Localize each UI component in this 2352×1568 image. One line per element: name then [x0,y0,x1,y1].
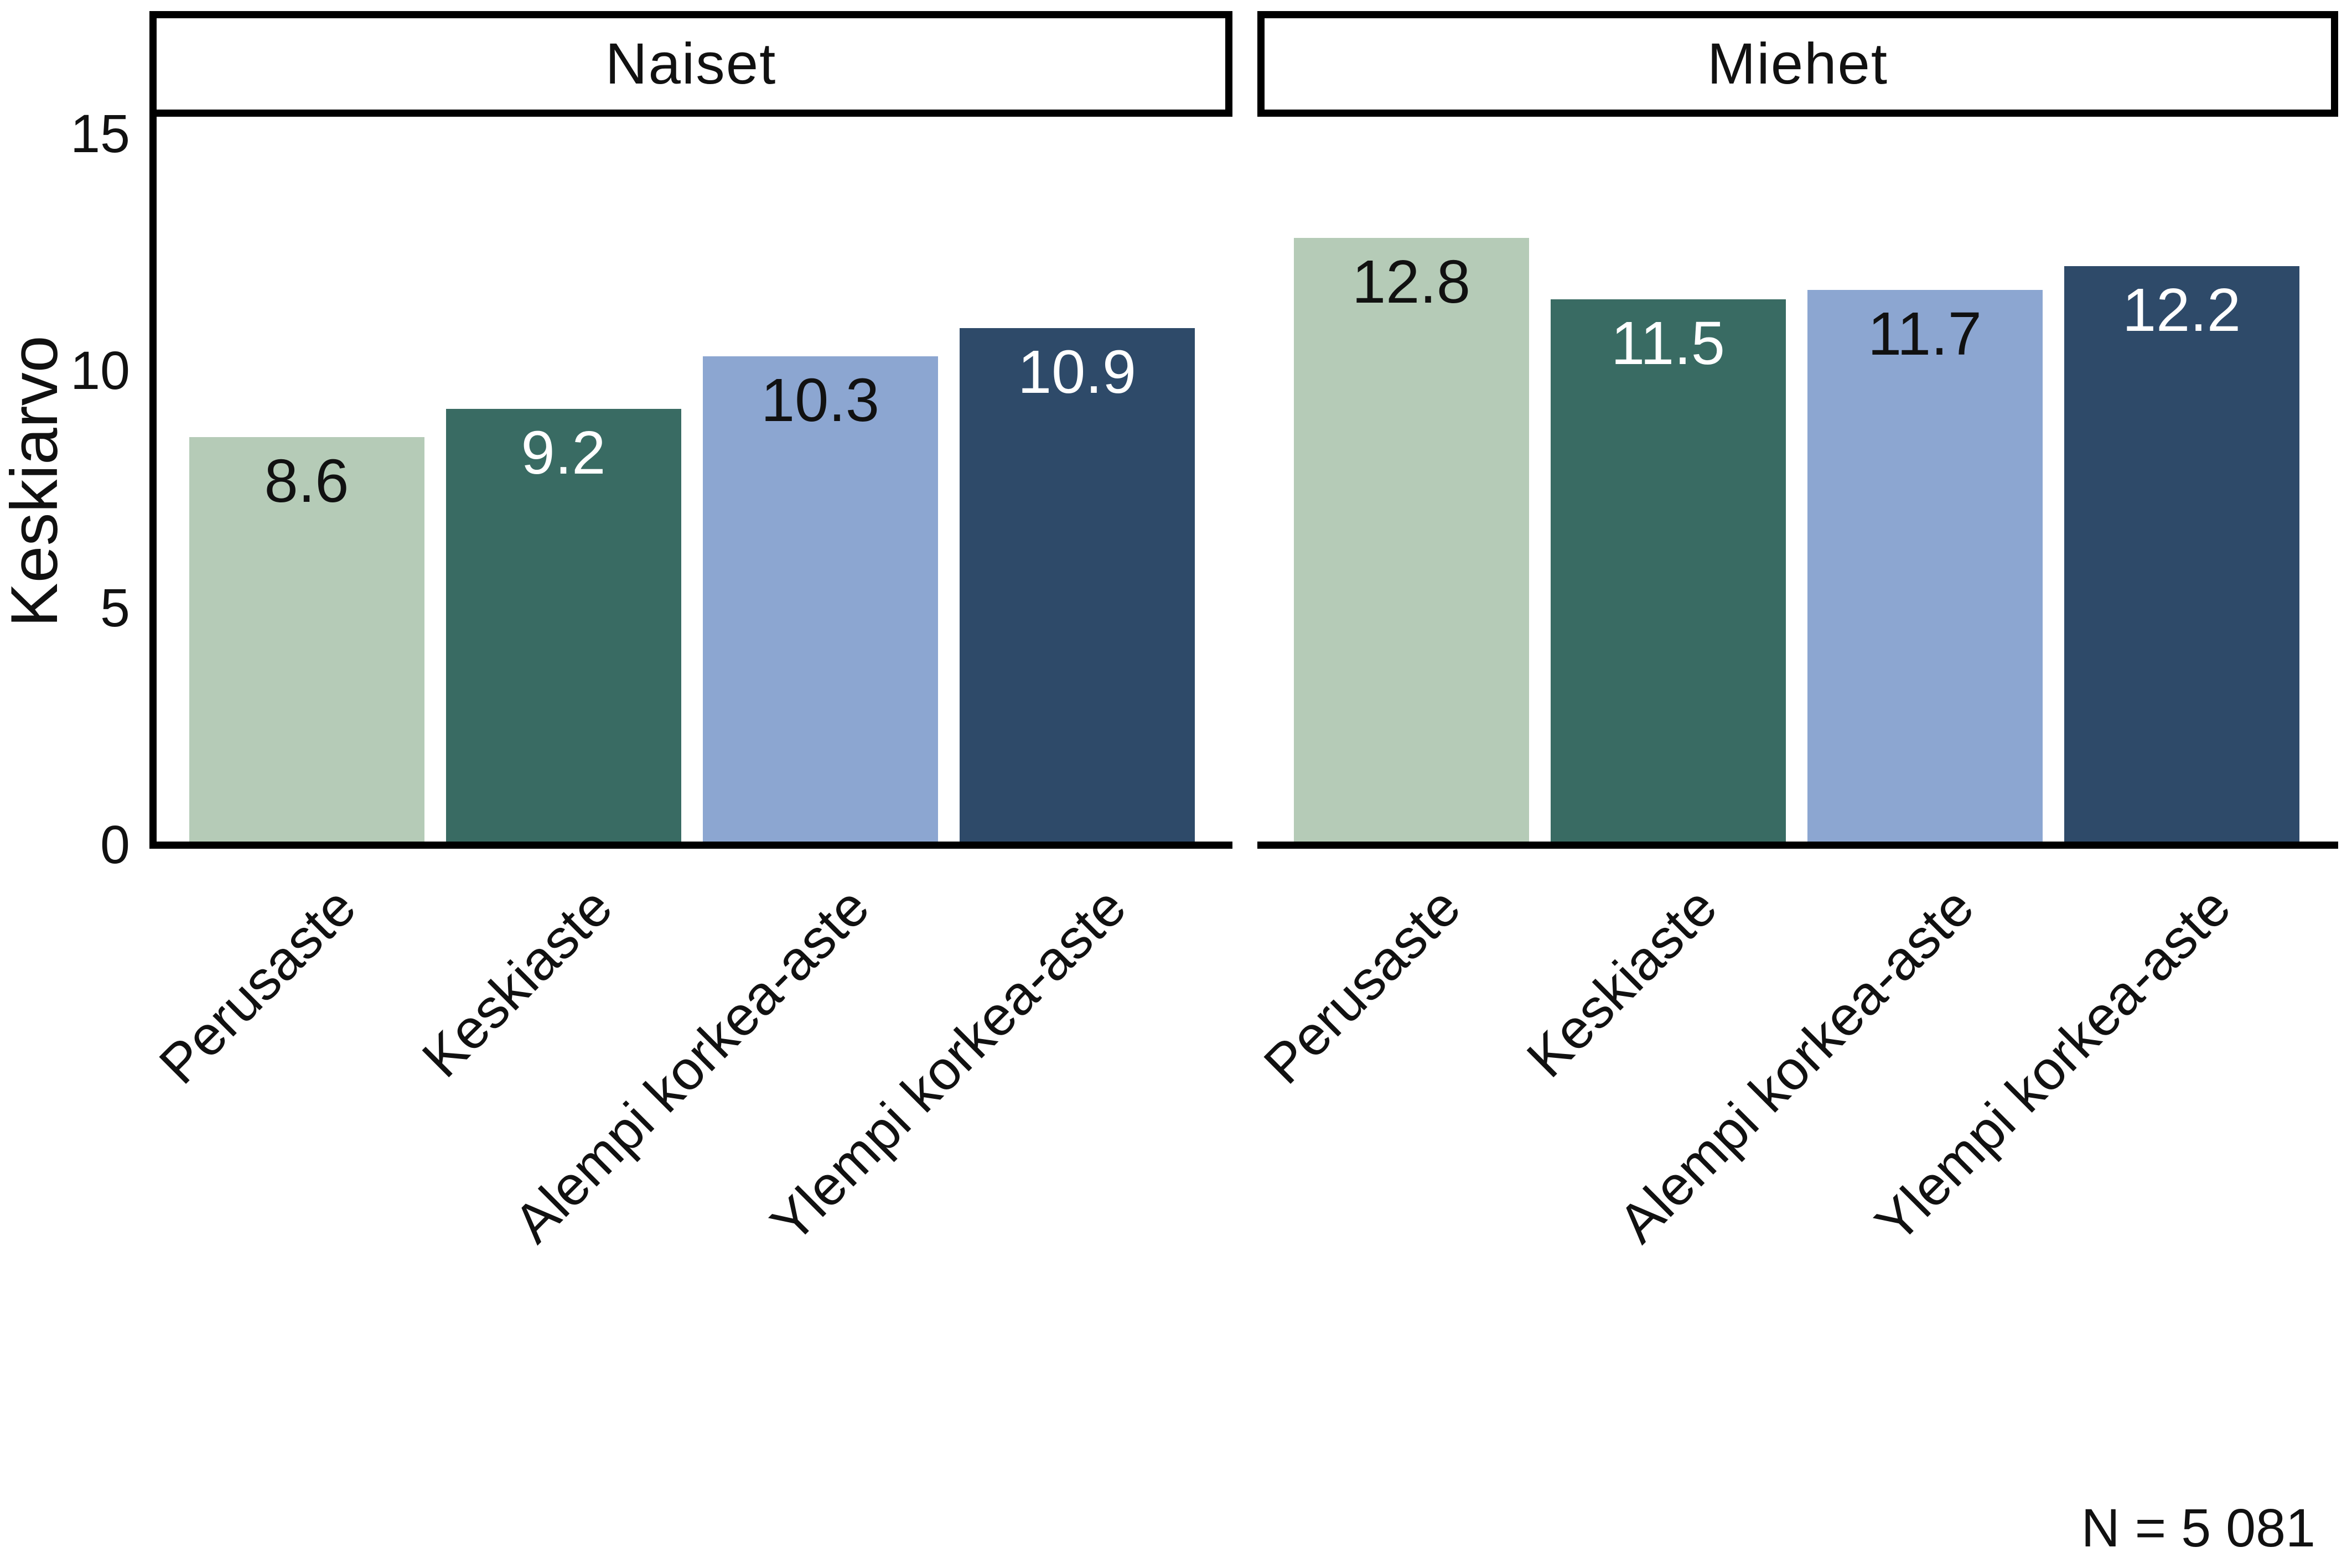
bar [702,356,938,842]
facet-title-miehet: Miehet [1707,31,1889,96]
bar [445,408,681,842]
bar-value-label: 10.3 [760,366,880,435]
bar-value-label: 10.9 [1017,338,1137,406]
x-axis-line-naiset [149,842,1232,849]
bar [189,437,424,842]
y-tick-label: 5 [100,577,130,638]
x-axis-label: Perusaste [147,875,367,1096]
bar [2064,266,2299,842]
x-axis-line-miehet [1257,842,2338,849]
bar-value-label: 11.5 [1611,309,1725,378]
facet-title-naiset: Naiset [605,31,777,96]
y-tick-label: 0 [100,814,130,875]
y-tick-label: 15 [70,103,130,164]
bar-value-label: 12.2 [2122,276,2241,345]
bar-value-label: 11.7 [1868,300,1982,368]
facet-strip-naiset: Naiset [149,11,1232,117]
bar [1807,290,2043,842]
bar [1550,299,1786,842]
sample-size-caption: N = 5 081 [2081,1498,2315,1558]
bar-value-label: 9.2 [521,418,606,487]
bar [1293,238,1529,842]
y-tick-label: 10 [70,340,130,401]
x-axis-label: Keskiaste [1515,875,1729,1089]
x-axis-label: Keskiaste [411,875,624,1089]
x-axis-label: Perusaste [1252,875,1472,1096]
facet-strip-miehet: Miehet [1257,11,2338,117]
bar [959,328,1195,842]
y-axis-line [149,117,157,849]
bar-value-label: 12.8 [1351,248,1471,316]
bar-value-label: 8.6 [264,446,349,515]
